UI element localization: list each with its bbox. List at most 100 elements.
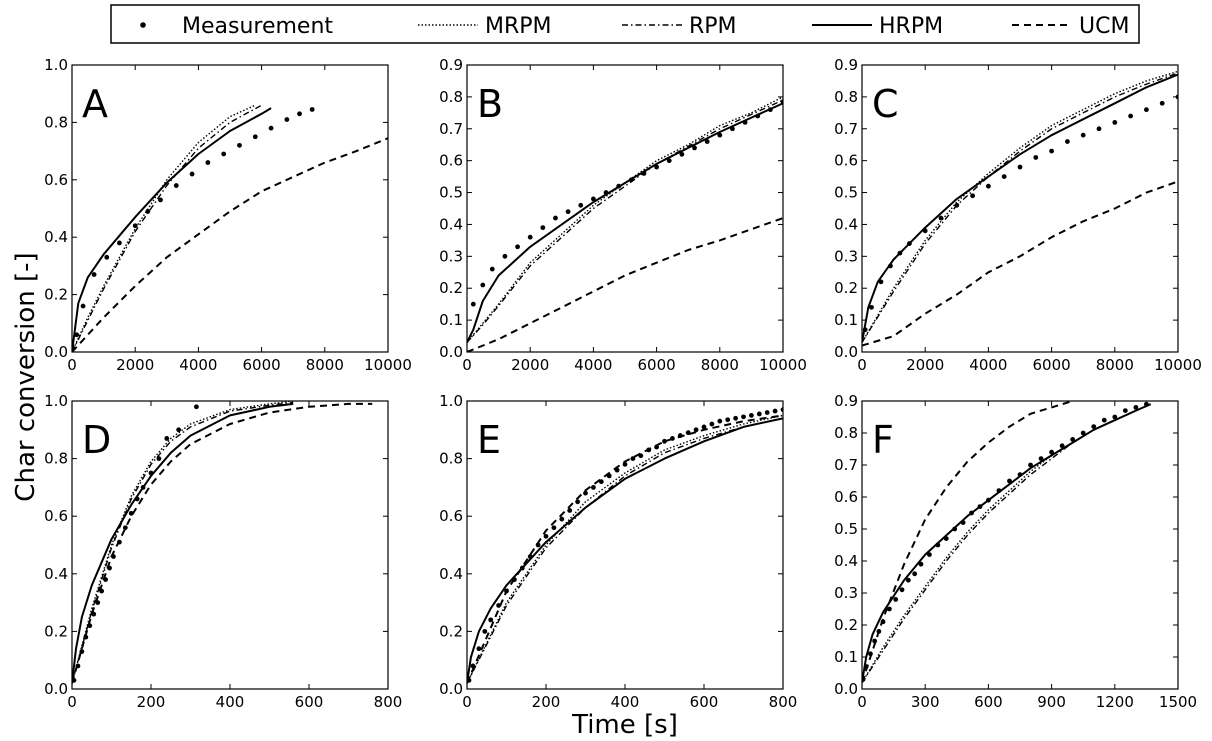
panel-c-measurement-point bbox=[1049, 148, 1054, 154]
panel-e-measurement-point bbox=[725, 417, 731, 423]
panel-f-series bbox=[862, 401, 1151, 683]
panel-c-series-mrpm bbox=[862, 70, 1178, 343]
panel-e-measurement-point bbox=[567, 508, 573, 513]
panel-a: 0 2000 4000 6000 8000 10000 0.0 0.2 0.4 0.6 0.8 1.0… bbox=[44, 56, 412, 374]
panel-f-y-tick-label: 0.7 bbox=[834, 456, 858, 474]
panel-b-measurement-point bbox=[717, 132, 723, 138]
panel-d-x-axis: 0 200 400 600 800 bbox=[67, 401, 402, 711]
panel-c: 0 2000 4000 6000 8000 10000 0.0 0.1 0.2 0.3 0.4 0.5… bbox=[834, 56, 1202, 374]
panel-a-series-hrpm bbox=[72, 107, 272, 352]
panel-f-x-tick-label: 300 bbox=[911, 693, 940, 711]
panel-b-x-tick-label: 0 bbox=[462, 356, 472, 374]
panel-b-series-hrpm bbox=[467, 102, 783, 343]
panel-b-x-tick-label: 10000 bbox=[759, 356, 807, 374]
panel-e-y-tick-label: 0.0 bbox=[439, 680, 463, 698]
panel-e-y-tick-label: 0.6 bbox=[439, 507, 463, 525]
panel-d-x-tick-label: 800 bbox=[374, 693, 403, 711]
panel-a-y-tick-label: 0.2 bbox=[44, 286, 68, 304]
panel-b-letter: B bbox=[477, 82, 503, 126]
panel-b-plot-area bbox=[467, 65, 783, 352]
panel-e-x-tick-label: 400 bbox=[611, 693, 640, 711]
panel-e-measurement-point bbox=[551, 525, 557, 531]
panel-a-measurement-point bbox=[252, 134, 258, 140]
panel-e-y-axis: 0.0 0.2 0.4 0.6 0.8 1.0 bbox=[439, 392, 783, 698]
panel-d-measurement-point bbox=[194, 404, 199, 410]
panel-d-measurement-point bbox=[176, 427, 182, 433]
panel-e-measurement-point bbox=[662, 438, 667, 444]
panel-e-y-tick-label: 0.4 bbox=[439, 565, 463, 583]
panel-c-measurement-point bbox=[1033, 155, 1039, 160]
panel-f: 0 300 600 900 1200 15000.00.10.20.30.40.50.60… bbox=[834, 392, 1197, 711]
panel-f-x-tick-label: 600 bbox=[974, 693, 1003, 711]
panel-d-measurement-point bbox=[128, 510, 134, 516]
panel-b-measurement-point bbox=[470, 301, 476, 307]
panel-c-letter: C bbox=[872, 82, 899, 126]
panel-a-y-axis: 0.0 0.2 0.4 0.6 0.8 1.0 bbox=[44, 56, 388, 361]
panel-e-measurement-point bbox=[488, 617, 494, 623]
panel-a-x-tick-label: 10000 bbox=[364, 356, 412, 374]
x-axis-title: Time [s] bbox=[571, 710, 678, 740]
panel-c-x-tick-label: 6000 bbox=[1033, 356, 1071, 374]
panel-f-frame bbox=[861, 400, 1179, 690]
panel-e-y-tick-label: 1.0 bbox=[439, 392, 463, 410]
panel-e-measurement-point bbox=[749, 413, 754, 418]
panel-c-series-ucm bbox=[862, 180, 1178, 347]
panel-e-y-tick-label: 0.2 bbox=[439, 622, 463, 640]
panel-e-measurement-point bbox=[693, 427, 699, 433]
panel-e-measurement-point bbox=[717, 418, 723, 424]
panel-b-x-tick-label: 6000 bbox=[638, 356, 676, 374]
panel-e-series-ucm bbox=[467, 414, 783, 684]
panel-e-measurement-point bbox=[764, 410, 770, 415]
panel-a-measurement-point bbox=[74, 332, 80, 338]
panel-e-measurement-point bbox=[476, 646, 482, 652]
panel-f-measurement-point bbox=[927, 552, 932, 557]
panel-a-measurement-point bbox=[237, 142, 242, 148]
panel-f-x-tick-label: 0 bbox=[857, 693, 867, 711]
panel-b-measurement-point bbox=[527, 234, 533, 240]
panel-f-measurement-point bbox=[893, 597, 899, 602]
panel-f-y-tick-label: 0.3 bbox=[834, 584, 858, 602]
panel-c-plot-area bbox=[862, 65, 1178, 352]
panel-f-y-tick-label: 0.1 bbox=[834, 648, 858, 666]
panel-e-y-tick-label: 0.8 bbox=[439, 450, 463, 468]
panel-c-measurement-point bbox=[1128, 113, 1133, 119]
panel-c-measurement-point bbox=[1096, 126, 1102, 132]
panel-c-x-axis: 0 2000 4000 6000 8000 10000 bbox=[857, 65, 1202, 374]
panel-e-x-axis: 0 200 400 600 800 bbox=[462, 401, 797, 711]
panel-e-measurement-point bbox=[622, 461, 628, 467]
panel-c-y-tick-label: 0.5 bbox=[834, 184, 858, 202]
y-axis-title: Char conversion [-] bbox=[11, 252, 41, 501]
panel-b-y-tick-label: 0.1 bbox=[439, 311, 463, 329]
panel-b-y-tick-label: 0.0 bbox=[439, 343, 463, 361]
panel-c-measurement-point bbox=[1080, 132, 1086, 138]
panel-e-series-hrpm bbox=[467, 417, 783, 684]
panel-d-y-tick-label: 0.4 bbox=[44, 565, 68, 583]
panel-e-x-tick-label: 600 bbox=[690, 693, 719, 711]
panel-c-series-rpm bbox=[862, 72, 1178, 343]
panel-b-x-tick-label: 2000 bbox=[511, 356, 549, 374]
legend-frame bbox=[110, 4, 1140, 44]
panel-c-y-axis: 0.0 0.1 0.2 0.3 0.4 0.5 0.6 0.7 0.8 0.9 bbox=[834, 56, 1178, 361]
panel-a-series-rpm bbox=[72, 104, 262, 352]
panel-f-measurement-point bbox=[1091, 424, 1097, 429]
panel-d-x-tick-label: 600 bbox=[295, 693, 324, 711]
panel-d-measurement-point bbox=[164, 436, 170, 441]
panel-c-y-tick-label: 0.1 bbox=[834, 311, 858, 329]
panel-f-y-tick-label: 0.9 bbox=[834, 392, 858, 410]
panel-a-measurement-point bbox=[158, 197, 163, 203]
panel-c-measurement-point bbox=[1144, 107, 1149, 113]
legend-item-measurement: Measurement bbox=[140, 14, 333, 39]
panel-b-series-rpm bbox=[467, 99, 783, 343]
panel-f-measurement-point bbox=[1122, 408, 1128, 413]
panel-d-y-axis: 0.0 0.2 0.4 0.6 0.8 1.0 bbox=[44, 392, 388, 698]
panel-e-measurement-point bbox=[543, 533, 549, 539]
panel-f-series-mrpm bbox=[862, 403, 1151, 683]
panel-b-series-measurement bbox=[470, 99, 783, 307]
panel-a-frame bbox=[71, 64, 389, 353]
panel-c-measurement-point bbox=[1017, 164, 1023, 170]
panel-f-y-tick-label: 0.4 bbox=[834, 552, 858, 570]
panel-a-y-tick-label: 1.0 bbox=[44, 56, 68, 74]
panel-d-y-tick-label: 0.0 bbox=[44, 680, 68, 698]
legend-item-mrpm: MRPM bbox=[418, 14, 552, 39]
